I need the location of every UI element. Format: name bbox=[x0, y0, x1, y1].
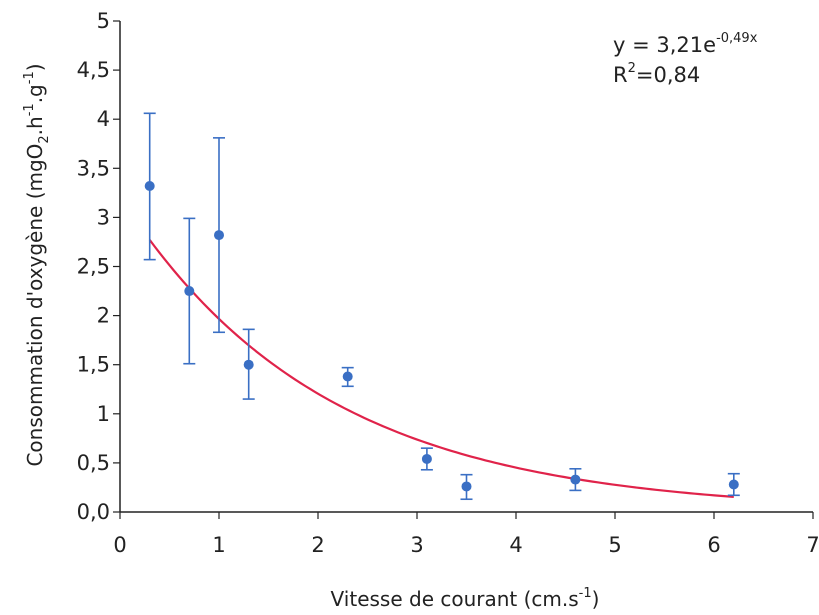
y-axis-title-sup2: -1 bbox=[22, 71, 37, 84]
y-tick-label: 3,5 bbox=[77, 156, 110, 180]
fit-equation-exponent: -0,49x bbox=[716, 31, 758, 46]
y-axis-ticks: 0,0 0,5 1 1,5 2 2,5 3 3,5 4 4,5 5 bbox=[77, 9, 120, 524]
data-point bbox=[461, 481, 472, 492]
fit-r2-sup: 2 bbox=[628, 61, 636, 76]
data-point bbox=[421, 453, 432, 464]
fit-r2: R2=0,84 bbox=[613, 61, 700, 87]
fit-equation: y = 3,21e-0,49x bbox=[613, 31, 758, 57]
y-tick-label: 2,5 bbox=[77, 255, 110, 279]
fit-curve bbox=[148, 239, 734, 498]
data-points bbox=[144, 180, 739, 492]
y-tick-label: 0,5 bbox=[77, 451, 110, 475]
data-point bbox=[570, 474, 581, 485]
y-tick-label: 1,5 bbox=[77, 353, 110, 377]
x-tick-label: 3 bbox=[410, 533, 423, 557]
y-axis-title-sub1: 2 bbox=[37, 135, 52, 143]
data-point bbox=[184, 286, 195, 297]
y-tick-label: 2 bbox=[97, 304, 110, 328]
x-axis-ticks: 0 1 2 3 4 5 6 7 bbox=[113, 512, 819, 557]
data-point bbox=[214, 230, 224, 241]
y-tick-label: 4,5 bbox=[77, 58, 110, 82]
y-axis-title-p3: .g bbox=[23, 84, 47, 103]
x-tick-label: 5 bbox=[608, 533, 621, 557]
y-tick-label: 4 bbox=[97, 107, 110, 131]
axes bbox=[119, 21, 813, 513]
x-tick-label: 1 bbox=[212, 533, 225, 557]
y-tick-label: 5 bbox=[97, 9, 110, 33]
y-axis-title-p1: Consommation d'oxygène (mgO bbox=[23, 144, 47, 467]
y-tick-label: 3 bbox=[97, 205, 110, 229]
y-axis-title-sup1: -1 bbox=[22, 103, 37, 116]
x-axis-title-main: Vitesse de courant (cm.s bbox=[331, 587, 579, 611]
x-tick-label: 7 bbox=[806, 533, 819, 557]
x-axis-title: Vitesse de courant (cm.s-1) bbox=[331, 586, 600, 611]
fit-r2-value: =0,84 bbox=[636, 63, 700, 87]
x-tick-label: 0 bbox=[113, 533, 126, 557]
data-point bbox=[243, 359, 254, 370]
data-point bbox=[342, 371, 353, 382]
y-tick-label: 1 bbox=[97, 402, 110, 426]
fit-equation-main: y = 3,21e bbox=[613, 33, 716, 57]
y-axis-title-p4: ) bbox=[23, 63, 47, 71]
fit-r2-label: R bbox=[613, 63, 628, 87]
data-point bbox=[728, 479, 739, 490]
x-tick-label: 6 bbox=[707, 533, 720, 557]
y-axis-title-p2: .h bbox=[23, 116, 47, 135]
x-tick-label: 4 bbox=[509, 533, 522, 557]
data-point bbox=[144, 180, 155, 191]
error-bars bbox=[143, 112, 740, 501]
y-axis-title: Consommation d'oxygène (mgO2.h-1.g-1) bbox=[22, 63, 52, 466]
x-axis-title-sup: -1 bbox=[579, 586, 592, 601]
y-tick-label: 0,0 bbox=[77, 500, 110, 524]
x-tick-label: 2 bbox=[311, 533, 324, 557]
x-axis-title-end: ) bbox=[592, 587, 600, 611]
